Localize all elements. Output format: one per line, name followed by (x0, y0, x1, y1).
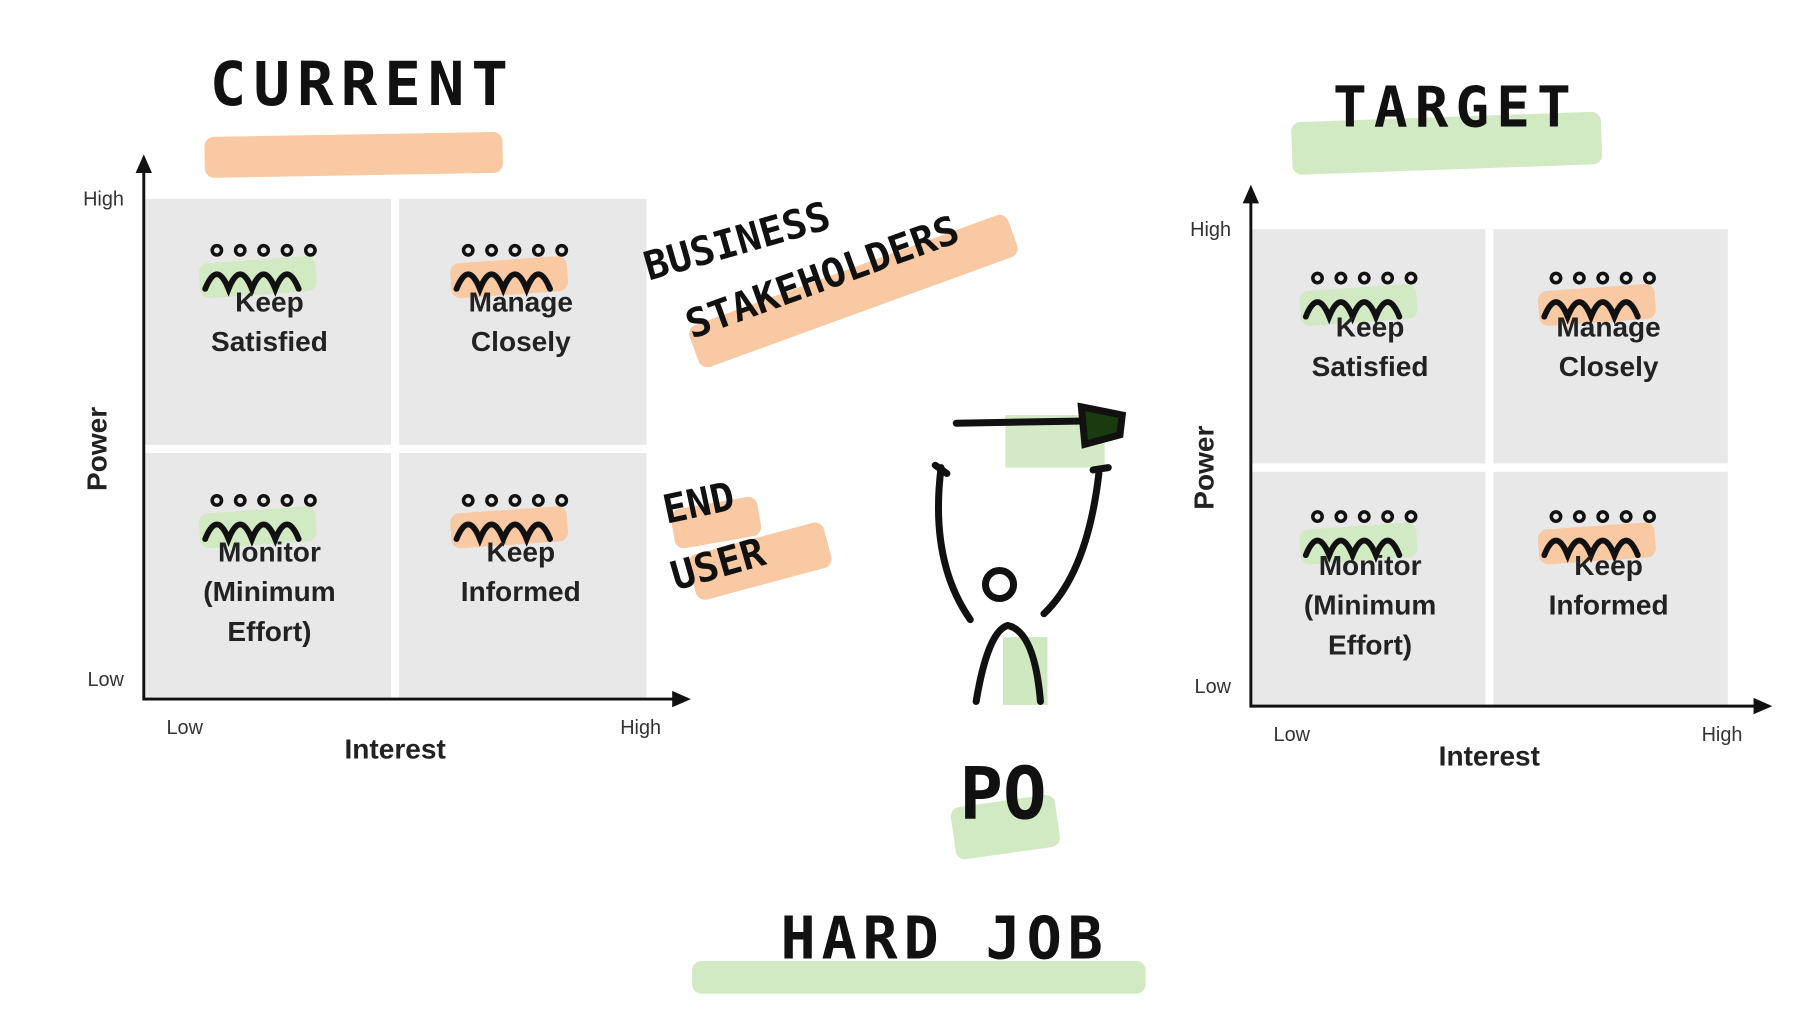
people-head (531, 494, 545, 507)
people-icon (202, 271, 302, 297)
people-icon (1541, 299, 1641, 325)
quadrant-label: Keep (1336, 311, 1405, 342)
people-head (1572, 271, 1586, 285)
caption: HARD JOB (780, 905, 1108, 973)
people-icon (1302, 299, 1403, 325)
people-head (303, 494, 317, 507)
y-axis-high: High (1190, 219, 1231, 241)
highlight (670, 496, 762, 549)
quadrant-label: Manage (1556, 311, 1660, 342)
people-head (1643, 510, 1656, 524)
people-head (1619, 271, 1633, 285)
y-axis-low: Low (87, 669, 124, 691)
people-head (531, 243, 545, 257)
people-head (1572, 510, 1586, 524)
highlight (204, 132, 503, 178)
x-axis-high: High (1702, 724, 1743, 746)
people-head (1381, 271, 1395, 285)
highlight (1291, 111, 1603, 175)
people-head (461, 243, 475, 257)
quadrant-label: Monitor (218, 536, 321, 567)
people-head (1381, 510, 1395, 524)
people-head (1311, 271, 1324, 285)
people-head (1549, 271, 1563, 285)
quadrant-label: Satisfied (1312, 351, 1429, 382)
quadrant-label: Keep (487, 536, 556, 567)
people-head (257, 494, 271, 507)
role-label: PO (959, 752, 1046, 836)
highlight (688, 522, 832, 600)
highlight (689, 214, 1018, 368)
people-head (555, 243, 569, 257)
quadrant-label: Effort) (1328, 629, 1412, 660)
highlight (692, 960, 1146, 994)
people-head (555, 494, 569, 507)
people-head (485, 243, 499, 257)
people-icon (202, 521, 302, 547)
people-head (1357, 271, 1371, 285)
y-axis-label: Power (1188, 425, 1219, 509)
people-head (1404, 271, 1418, 285)
quadrant-label: Informed (1549, 590, 1669, 621)
people-head (508, 494, 522, 507)
people-head (1404, 510, 1418, 524)
people-head (280, 243, 294, 257)
people-head (1334, 510, 1348, 524)
matrix-title: CURRENT (210, 50, 515, 120)
people-head (210, 494, 224, 507)
y-axis-high: High (83, 189, 124, 211)
x-axis-high: High (620, 717, 661, 739)
axes (1249, 188, 1769, 708)
x-axis-low: Low (1274, 724, 1311, 746)
people-head (1311, 510, 1324, 524)
quadrant-label: Manage (469, 286, 573, 317)
matrix-title: TARGET (1333, 75, 1578, 140)
people-icon (1302, 537, 1403, 564)
stick-figure (931, 402, 1127, 705)
x-axis-label: Interest (1439, 741, 1540, 772)
quadrant-label: Closely (1559, 351, 1659, 382)
people-head (1596, 510, 1610, 524)
quadrant-label: Effort) (227, 616, 311, 647)
people-icon (453, 521, 553, 547)
quadrant-label: (Minimum (1304, 590, 1436, 621)
quadrant-label: Keep (235, 286, 304, 317)
people-head (233, 243, 247, 257)
people-head (233, 494, 247, 507)
people-head (1549, 510, 1563, 524)
x-axis-label: Interest (344, 734, 445, 765)
quadrant-label: Monitor (1319, 550, 1422, 581)
people-head (508, 243, 522, 257)
people-head (1596, 271, 1610, 285)
people-head (210, 243, 224, 257)
quadrant-label: Satisfied (211, 326, 328, 357)
quadrant-label: (Minimum (203, 576, 335, 607)
people-icon (453, 271, 553, 297)
people-head (1643, 271, 1656, 285)
people-head (257, 243, 271, 257)
y-axis-label: Power (81, 407, 112, 491)
people-head (303, 243, 317, 257)
people-head (280, 494, 294, 507)
people-head (1357, 510, 1371, 524)
x-axis-low: Low (166, 717, 203, 739)
people-icon (1541, 537, 1641, 564)
y-axis-low: Low (1195, 676, 1232, 698)
axes (142, 157, 688, 701)
people-head (1334, 271, 1348, 285)
highlight (950, 794, 1060, 860)
quadrant-label: Keep (1574, 550, 1643, 581)
people-head (461, 494, 475, 507)
quadrant-label: Informed (461, 576, 581, 607)
people-head (485, 494, 499, 507)
people-head (1619, 510, 1633, 524)
quadrant-label: Closely (471, 326, 571, 357)
